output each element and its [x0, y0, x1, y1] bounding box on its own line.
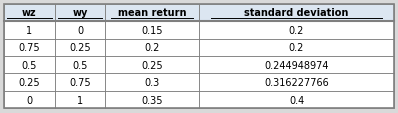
Text: 0.25: 0.25 [69, 43, 91, 53]
Text: 0.316227766: 0.316227766 [264, 78, 329, 87]
Text: wy: wy [72, 8, 88, 18]
Text: 0.25: 0.25 [19, 78, 40, 87]
Text: 0: 0 [26, 95, 32, 105]
Text: wz: wz [22, 8, 37, 18]
Text: 0.3: 0.3 [144, 78, 160, 87]
Text: 0.25: 0.25 [141, 60, 163, 70]
Text: 0.75: 0.75 [19, 43, 40, 53]
Text: 1: 1 [26, 26, 32, 35]
Text: 0.15: 0.15 [141, 26, 163, 35]
Text: 0.4: 0.4 [289, 95, 304, 105]
Text: standard deviation: standard deviation [244, 8, 349, 18]
Text: 0: 0 [77, 26, 83, 35]
Text: 1: 1 [77, 95, 83, 105]
Text: 0.244948974: 0.244948974 [264, 60, 329, 70]
Text: 0.2: 0.2 [144, 43, 160, 53]
Text: 0.75: 0.75 [69, 78, 91, 87]
Text: mean return: mean return [118, 8, 186, 18]
Text: 0.5: 0.5 [72, 60, 88, 70]
Text: 0.35: 0.35 [141, 95, 163, 105]
Text: 0.5: 0.5 [21, 60, 37, 70]
Text: 0.2: 0.2 [289, 26, 304, 35]
Text: 0.2: 0.2 [289, 43, 304, 53]
